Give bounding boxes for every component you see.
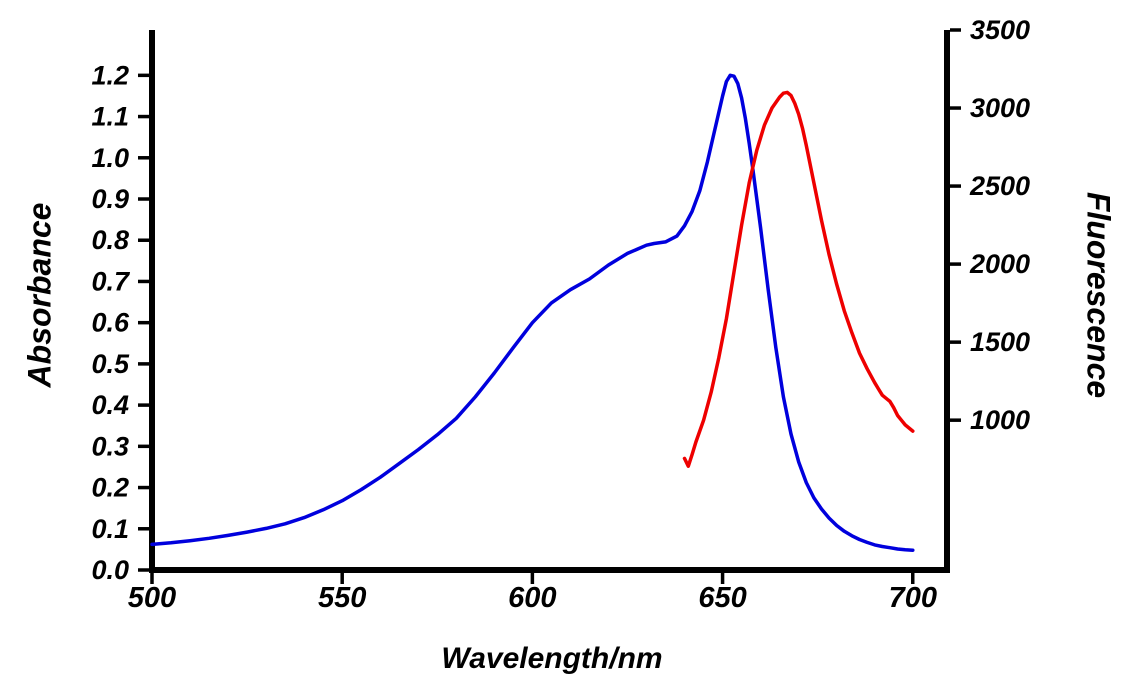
left-axis-tick-label: 0.2: [91, 473, 129, 503]
left-axis-tick-label: 0.0: [91, 555, 129, 585]
right-axis-tick-label: 3000: [970, 93, 1030, 123]
left-axis-tick-label: 0.4: [91, 390, 129, 420]
left-axis-tick-label: 0.7: [91, 266, 131, 296]
left-axis-tick-label: 0.5: [91, 349, 130, 379]
x-axis-tick-label: 550: [318, 582, 366, 614]
left-axis-tick-label: 0.8: [91, 225, 129, 255]
right-axis-tick-label: 1000: [970, 405, 1030, 435]
right-axis-tick-label: 2500: [969, 171, 1030, 201]
left-axis-title: Absorbance: [21, 202, 58, 388]
left-axis-tick-label: 0.3: [91, 431, 129, 461]
right-axis-title: Fluorescence: [1080, 191, 1117, 399]
left-axis-tick-label: 0.6: [91, 308, 130, 338]
x-axis-tick-label: 700: [889, 582, 937, 614]
x-axis-tick-label: 600: [508, 582, 556, 614]
x-axis-title: Wavelength/nm: [441, 642, 663, 675]
left-axis-tick-label: 0.9: [91, 184, 129, 214]
x-axis-tick-label: 650: [698, 582, 746, 614]
left-axis-tick-label: 1.2: [91, 60, 129, 90]
fluorescence-line: [682, 90, 915, 468]
right-axis-tick-label: 3500: [970, 15, 1030, 45]
absorbance-line: [150, 73, 915, 552]
x-axis-tick-label: 500: [128, 582, 176, 614]
right-axis-tick-label: 2000: [969, 249, 1030, 279]
left-axis-tick-label: 0.1: [91, 514, 129, 544]
right-axis-tick-label: 1500: [970, 327, 1030, 357]
left-axis-tick-label: 1.1: [91, 102, 129, 132]
left-axis-tick-label: 1.0: [91, 143, 129, 173]
